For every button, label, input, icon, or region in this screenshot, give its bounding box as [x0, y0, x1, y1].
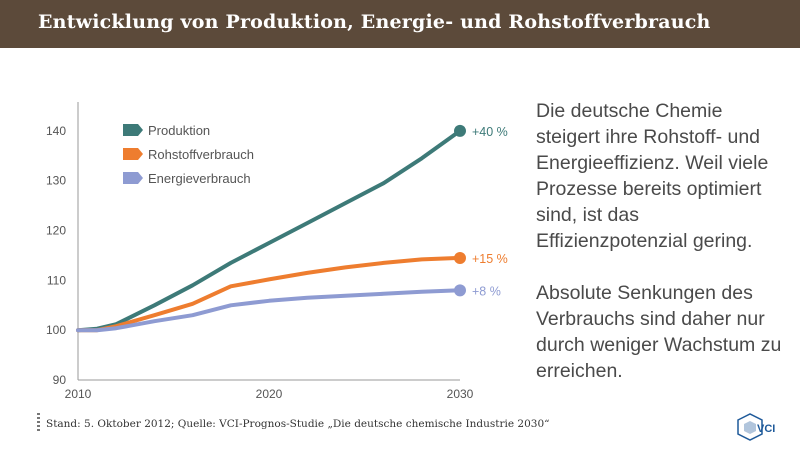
- page-title: Entwicklung von Produktion, Energie- und…: [38, 11, 711, 33]
- series-end-label: +8 %: [472, 284, 501, 298]
- x-tick-label: 2020: [256, 387, 283, 401]
- description-paragraph-1: Die deutsche Chemie steigert ihre Rohsto…: [536, 100, 769, 252]
- footer-divider: [37, 413, 40, 433]
- line-chart: 90 100 110 120 130 140 2010 2020 2030 +40 % Produk…: [46, 102, 508, 401]
- description-paragraph-2: Absolute Senkungen des Verbrauchs sind d…: [536, 282, 782, 382]
- series-endpoint-produktion: [454, 124, 466, 137]
- x-tick-label: 2010: [65, 387, 92, 401]
- y-tick-label: 90: [53, 373, 67, 387]
- series-end-label: +15 %: [472, 252, 508, 266]
- description-text: Die deutsche Chemie steigert ihre Rohsto…: [536, 98, 786, 384]
- legend-label: Energieverbrauch: [148, 171, 251, 186]
- series-line-energieverbrauch: [76, 288, 462, 333]
- vci-logo: [737, 413, 763, 441]
- legend-swatch: [123, 124, 143, 136]
- vci-logo-text: VCI: [757, 423, 776, 435]
- legend-label: Produktion: [148, 123, 210, 138]
- series-endpoint-energieverbrauch: [454, 284, 466, 297]
- source-note: Stand: 5. Oktober 2012; Quelle: VCI-Prog…: [46, 418, 550, 430]
- y-tick-label: 140: [46, 124, 66, 138]
- y-tick-label: 110: [47, 273, 66, 287]
- y-tick-label: 100: [46, 323, 66, 337]
- y-tick-label: 130: [46, 174, 66, 188]
- series-endpoint-rohstoffverbrauch: [454, 251, 466, 264]
- header-bar: Entwicklung von Produktion, Energie- und…: [0, 0, 800, 48]
- series-end-label: +40 %: [472, 125, 508, 139]
- legend-swatch: [123, 148, 143, 160]
- x-tick-label: 2030: [447, 387, 474, 401]
- legend-label: Rohstoffverbrauch: [148, 147, 254, 162]
- y-tick-label: 120: [46, 224, 66, 238]
- legend-swatch: [123, 172, 143, 184]
